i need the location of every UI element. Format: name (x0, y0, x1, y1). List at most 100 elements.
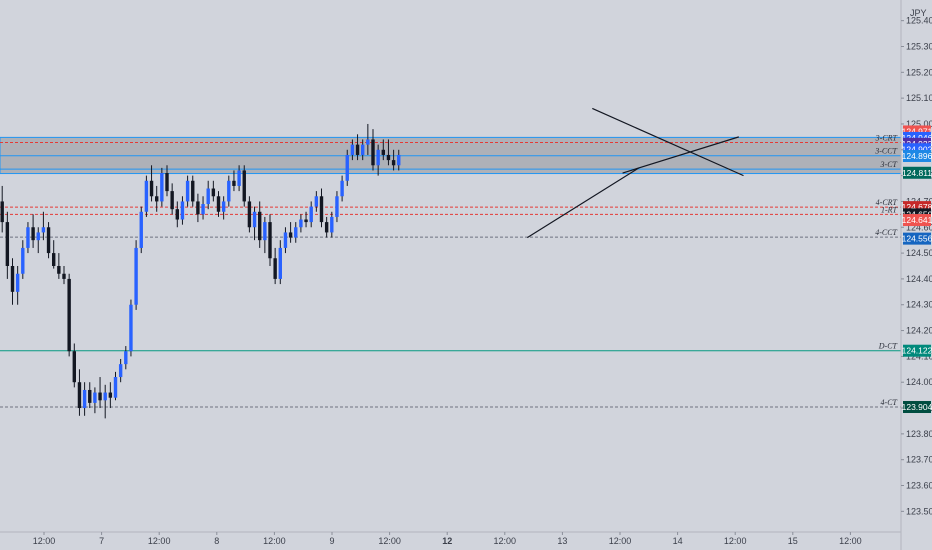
candle-bear (319, 196, 324, 223)
candle-bear (324, 222, 329, 233)
candle-bear (211, 188, 216, 197)
candle-bull (206, 188, 210, 205)
candle-bull (294, 227, 298, 238)
time-tick-label: 12:00 (148, 536, 171, 546)
candle-bull (221, 201, 226, 212)
candle-bull (26, 227, 30, 248)
currency-label: JPY (910, 8, 927, 18)
candle-bull (227, 180, 231, 202)
level-label-3-ct: 3-CT (880, 160, 898, 169)
candle-bull (376, 149, 380, 166)
candle-bear (67, 278, 71, 352)
candle-bear (191, 180, 195, 202)
level-label-4-crt: 4-CRT (876, 198, 898, 207)
candle-bull (134, 247, 138, 305)
candle-bull (397, 154, 401, 166)
candle-bull (21, 247, 25, 274)
candle-bull (314, 196, 319, 207)
candle-bull (278, 247, 282, 279)
candle-bull (160, 173, 164, 202)
time-axis[interactable]: 12:00 7 12:00 8 12:00 9 12:00 12 12:00 13 12:00 14 1… (0, 531, 901, 546)
candle-bull (252, 211, 257, 228)
time-tick-label: 12:00 (609, 536, 632, 546)
candle-bull (283, 232, 288, 248)
candle-bear (5, 222, 10, 266)
candle-bull (335, 196, 339, 217)
candle-bull (361, 144, 365, 155)
price-badge-label: 124.641 (902, 215, 932, 225)
candle-bear (57, 266, 61, 274)
candle-bear (273, 258, 277, 279)
time-tick-label: 12:00 (724, 536, 747, 546)
candle-bull (15, 273, 20, 292)
candle-bear (77, 382, 82, 409)
candle-bear (288, 232, 293, 238)
price-tick-label: 123.500 (906, 506, 932, 516)
candle-bear (391, 160, 396, 166)
candle-bear (52, 253, 56, 266)
candle-bull (299, 219, 303, 228)
candle-bull (41, 227, 46, 233)
candle-bear (155, 196, 159, 202)
price-badge (903, 149, 931, 162)
level-label-4-ct: 4-CT (881, 398, 898, 407)
price-tick-label: 125.200 (906, 67, 932, 77)
level-label-4-cct: 4-CCT (875, 228, 897, 237)
candle-bear (268, 222, 272, 259)
candle-bull (103, 392, 107, 401)
level-label-1-rt: 1-RT (881, 205, 898, 214)
price-badge (903, 344, 931, 357)
price-tick-label: 125.100 (906, 93, 932, 103)
price-tick-label: 124.200 (906, 326, 932, 336)
candle-bear (72, 351, 76, 383)
candle-bear (216, 196, 221, 212)
candle-bull (345, 154, 349, 181)
candle-bear (355, 144, 360, 155)
price-tick-label: 123.600 (906, 481, 932, 491)
price-badge-label: 124.902 (902, 144, 932, 154)
time-tick-label: 12:00 (263, 536, 286, 546)
price-tick-label: 124.600 (906, 222, 932, 232)
price-axis[interactable]: 125.400125.300125.200125.100125.000124.9… (900, 0, 932, 550)
level-label-3-crt: 3-CRT (875, 134, 898, 143)
price-tick-label: 124.500 (906, 248, 932, 258)
price-badge (903, 232, 931, 245)
candle-bear (258, 211, 262, 241)
candle-bear (196, 201, 200, 215)
time-tick-label: 13 (557, 536, 567, 546)
price-tick-label: 123.800 (906, 429, 932, 439)
candle-bull (180, 201, 185, 220)
time-tick-label: 12:00 (33, 536, 56, 546)
candle-bull (185, 180, 190, 202)
candle-bull (309, 206, 313, 223)
time-tick-label: 12 (442, 536, 452, 546)
candle-bull (263, 222, 267, 241)
price-badge (903, 401, 931, 414)
price-badge-label: 124.811 (902, 168, 932, 178)
price-badge-label: 124.556 (902, 234, 932, 244)
price-badge (903, 166, 931, 179)
candle-bull (93, 392, 97, 403)
candle-bear (232, 180, 236, 186)
candle-bull (139, 211, 143, 248)
time-tick-label: 7 (99, 536, 104, 546)
price-badge-label: 124.971 (902, 126, 932, 136)
trendline-3 (622, 136, 739, 174)
candle-bear (247, 201, 252, 228)
candle-bear (88, 389, 92, 403)
candle-bear (175, 209, 179, 220)
candle-bull (118, 364, 123, 378)
price-badges: 124.971124.946124.923124.902124.896124.8… (902, 125, 932, 414)
trendline-1 (526, 167, 640, 239)
time-tick-label: 12:00 (378, 536, 401, 546)
candle-bull (82, 389, 87, 409)
candle-bear (98, 392, 102, 401)
candle-bear (108, 392, 113, 398)
price-badge-label: 124.896 (902, 151, 932, 161)
time-tick-label: 8 (214, 536, 219, 546)
trendline-2 (592, 107, 744, 177)
price-tick-label: 124.300 (906, 300, 932, 310)
candle-bull (330, 216, 334, 233)
